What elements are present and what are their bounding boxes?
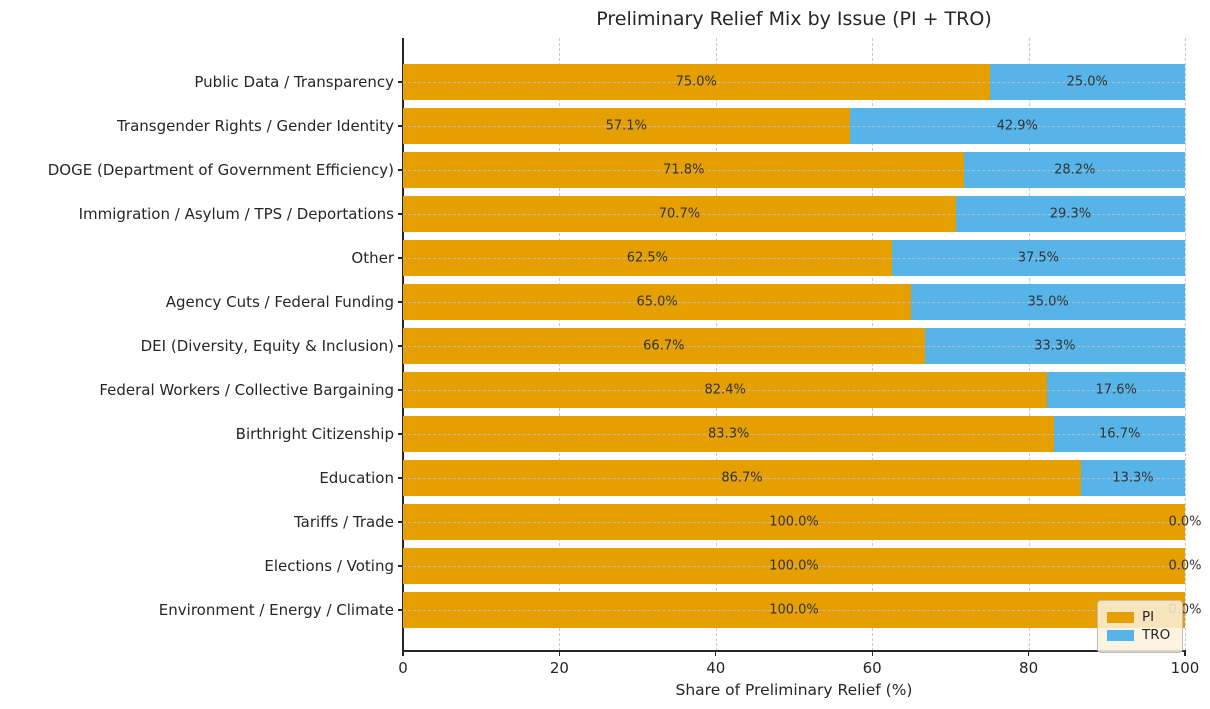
y-tick-mark bbox=[398, 565, 403, 567]
bar-value-label-tro: 17.6% bbox=[1095, 382, 1137, 398]
x-tick-mark bbox=[402, 651, 404, 656]
y-tick-mark bbox=[398, 433, 403, 435]
chart-title: Preliminary Relief Mix by Issue (PI + TR… bbox=[596, 8, 992, 30]
y-gridline bbox=[403, 390, 1185, 391]
legend-swatch-pi bbox=[1107, 612, 1134, 623]
bar-value-label-pi: 57.1% bbox=[605, 118, 647, 134]
x-tick-label: 60 bbox=[862, 659, 882, 677]
y-tick-label: Environment / Energy / Climate bbox=[158, 601, 394, 619]
y-tick-mark bbox=[398, 609, 403, 611]
y-tick-mark bbox=[398, 213, 403, 215]
bar-value-label-tro: 13.3% bbox=[1112, 470, 1154, 486]
bar-value-label-tro: 16.7% bbox=[1099, 426, 1141, 442]
bar-value-label-tro: 37.5% bbox=[1017, 250, 1060, 266]
x-tick-label: 20 bbox=[549, 659, 569, 677]
y-tick-label: Agency Cuts / Federal Funding bbox=[165, 293, 394, 311]
y-gridline bbox=[403, 478, 1185, 479]
y-gridline bbox=[403, 214, 1185, 215]
y-axis-spine bbox=[402, 38, 404, 652]
bar-value-label-pi: 75.0% bbox=[675, 74, 717, 90]
legend-label: TRO bbox=[1142, 627, 1171, 643]
y-tick-label: Immigration / Asylum / TPS / Deportation… bbox=[78, 205, 394, 223]
y-tick-label: Public Data / Transparency bbox=[194, 73, 394, 91]
bar-value-label-tro: 0.0% bbox=[1168, 514, 1202, 530]
bar-value-label-pi: 82.4% bbox=[704, 382, 746, 398]
y-tick-mark bbox=[398, 125, 403, 127]
y-gridline bbox=[403, 82, 1185, 83]
bar-value-label-pi: 62.5% bbox=[626, 250, 669, 266]
y-gridline bbox=[403, 258, 1185, 259]
y-tick-mark bbox=[398, 257, 403, 259]
y-tick-label: DEI (Diversity, Equity & Inclusion) bbox=[140, 337, 394, 355]
bar-value-label-pi: 70.7% bbox=[658, 206, 701, 222]
y-gridline bbox=[403, 170, 1185, 171]
y-tick-label: Education bbox=[319, 469, 394, 487]
x-tick-mark bbox=[1027, 651, 1030, 656]
bar-value-label-tro: 25.0% bbox=[1066, 74, 1108, 90]
x-tick-mark bbox=[558, 651, 561, 656]
x-tick-label: 80 bbox=[1019, 659, 1039, 677]
x-tick-label: 0 bbox=[398, 659, 408, 677]
x-axis-label: Share of Preliminary Relief (%) bbox=[675, 681, 913, 699]
legend-label: PI bbox=[1142, 609, 1155, 625]
x-tick-label: 40 bbox=[706, 659, 726, 677]
y-tick-label: Tariffs / Trade bbox=[293, 513, 394, 531]
x-tick-mark bbox=[1184, 651, 1186, 656]
legend-swatch-tro bbox=[1107, 630, 1134, 641]
y-gridline bbox=[403, 126, 1185, 127]
bar-value-label-tro: 35.0% bbox=[1027, 294, 1069, 310]
y-tick-label: DOGE (Department of Government Efficienc… bbox=[47, 161, 394, 179]
plot-area: 75.0% 25.0% 57.1% 42.9% 71.8% 28.2% 70.7% 29.3%… bbox=[403, 38, 1202, 651]
y-tick-mark bbox=[398, 345, 403, 347]
y-gridline bbox=[403, 346, 1185, 347]
legend-entry: TRO bbox=[1107, 628, 1170, 643]
y-gridline bbox=[403, 610, 1185, 611]
bar-value-label-pi: 65.0% bbox=[636, 294, 678, 310]
y-tick-label: Transgender Rights / Gender Identity bbox=[116, 117, 394, 135]
bar-value-label-tro: 28.2% bbox=[1054, 162, 1096, 178]
bar-value-label-pi: 100.0% bbox=[769, 514, 819, 530]
y-tick-mark bbox=[398, 301, 403, 303]
x-axis-spine bbox=[402, 650, 1186, 652]
x-tick-mark bbox=[715, 651, 717, 656]
legend-entry: PI bbox=[1107, 610, 1170, 625]
y-tick-mark bbox=[398, 521, 403, 523]
bar-value-label-tro: 42.9% bbox=[996, 118, 1038, 134]
bar-value-label-tro: 29.3% bbox=[1049, 206, 1092, 222]
x-tick-mark bbox=[871, 651, 873, 656]
y-tick-mark bbox=[398, 169, 403, 171]
bar-value-label-pi: 100.0% bbox=[769, 602, 819, 618]
y-gridline bbox=[403, 566, 1185, 567]
y-tick-mark bbox=[398, 389, 403, 391]
y-tick-mark bbox=[398, 477, 403, 479]
bar-value-label-tro: 0.0% bbox=[1168, 558, 1202, 574]
y-gridline bbox=[403, 434, 1185, 435]
bar-value-label-tro: 33.3% bbox=[1034, 338, 1076, 354]
y-gridline bbox=[403, 302, 1185, 303]
y-tick-label: Birthright Citizenship bbox=[235, 425, 394, 443]
legend: PI TRO bbox=[1097, 600, 1184, 653]
x-tick-label: 100 bbox=[1170, 659, 1200, 677]
bar-value-label-pi: 71.8% bbox=[663, 162, 705, 178]
bar-value-label-pi: 100.0% bbox=[769, 558, 819, 574]
bar-value-label-pi: 86.7% bbox=[721, 470, 763, 486]
y-tick-label: Federal Workers / Collective Bargaining bbox=[99, 381, 394, 399]
bar-value-label-pi: 66.7% bbox=[643, 338, 685, 354]
y-tick-label: Other bbox=[351, 249, 394, 267]
y-tick-label: Elections / Voting bbox=[264, 557, 394, 575]
bar-value-label-pi: 83.3% bbox=[708, 426, 750, 442]
y-tick-mark bbox=[398, 81, 403, 83]
y-gridline bbox=[403, 522, 1185, 523]
x-gridline bbox=[1185, 38, 1186, 651]
